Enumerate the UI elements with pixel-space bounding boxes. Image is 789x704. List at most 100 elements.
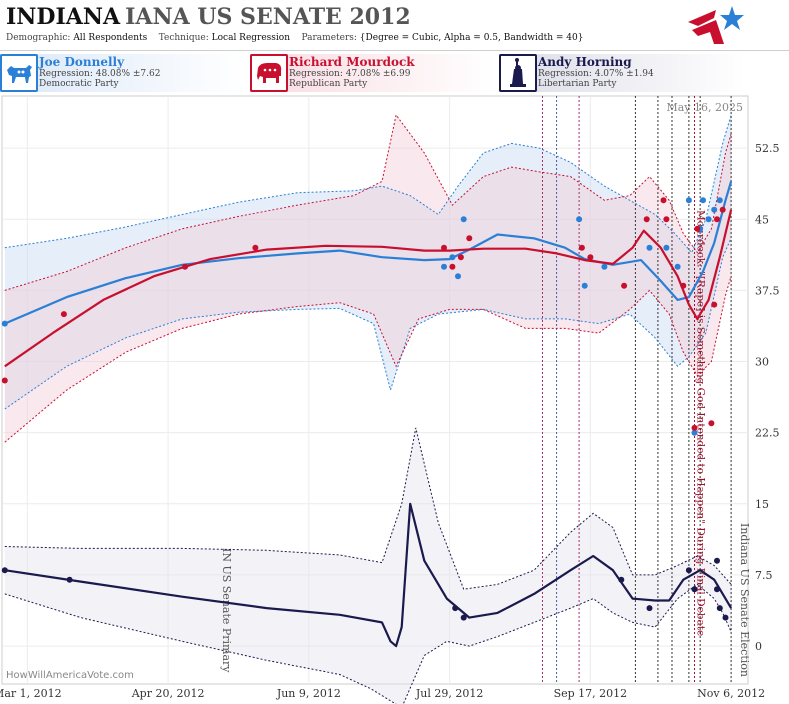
x-tick-label: Jun 9, 2012 xyxy=(276,687,341,700)
date-stamp: May 16, 2025 xyxy=(666,101,743,114)
y-tick-label: 52.5 xyxy=(755,142,780,155)
x-tick-label: Mar 1, 2012 xyxy=(0,687,62,700)
candidate-regression: Regression: 47.08% ±6.99 xyxy=(289,69,411,79)
poll-point xyxy=(1,320,8,327)
y-tick-label: 37.5 xyxy=(755,284,780,297)
poll-point xyxy=(711,301,718,308)
poll-point xyxy=(460,216,467,223)
candidate-regression: Regression: 4.07% ±1.94 xyxy=(538,69,654,79)
header-divider xyxy=(0,50,789,51)
poll-point xyxy=(685,567,692,574)
y-tick-label: 30 xyxy=(755,356,769,369)
poll-point xyxy=(719,206,726,213)
poll-point xyxy=(646,605,653,612)
demographic-label: Demographic: xyxy=(6,33,71,43)
candidate-party: Republican Party xyxy=(289,79,368,89)
series-lower-bound-0 xyxy=(4,238,732,410)
site-credit: HowWillAmericaVote.com xyxy=(6,670,134,681)
poll-point xyxy=(660,197,667,204)
poll-point xyxy=(460,614,467,621)
poll-point xyxy=(694,225,701,232)
poll-point xyxy=(452,605,459,612)
confidence-band-2 xyxy=(4,427,732,704)
poll-point xyxy=(711,206,718,213)
poll-point xyxy=(441,263,447,270)
series-upper-bound-1 xyxy=(4,113,732,291)
x-tick-label: Apr 20, 2012 xyxy=(131,687,205,700)
poll-point xyxy=(1,567,8,574)
technique-label: Technique: xyxy=(158,33,209,43)
poll-point xyxy=(587,254,594,261)
series-line-0 xyxy=(4,181,733,325)
race-title: IANA US SENATE 2012 xyxy=(125,4,411,30)
poll-point xyxy=(182,263,188,270)
x-tick-label: Nov 6, 2012 xyxy=(697,687,765,700)
poll-point xyxy=(449,263,456,270)
poll-point xyxy=(708,420,715,427)
poll-point xyxy=(691,424,698,431)
poll-point xyxy=(685,197,692,204)
poll-point xyxy=(578,244,585,251)
poll-point xyxy=(714,216,720,223)
poll-point xyxy=(466,235,473,242)
y-tick-label: 15 xyxy=(755,498,769,511)
poll-point xyxy=(1,377,8,384)
series-lower-bound-2 xyxy=(4,583,732,704)
poll-point xyxy=(705,216,712,223)
poll-point xyxy=(252,244,259,251)
x-tick-label: Jul 29, 2012 xyxy=(415,687,484,700)
statue-of-liberty-icon xyxy=(499,54,537,92)
poll-point xyxy=(646,244,653,251)
poll-point xyxy=(457,254,464,261)
poll-point xyxy=(66,576,73,583)
poll-point xyxy=(581,282,588,289)
poll-point xyxy=(576,216,583,223)
candidate-party: Libertarian Party xyxy=(538,79,617,89)
poll-point xyxy=(449,254,456,261)
poll-point xyxy=(716,197,723,204)
candidate-regression: Regression: 48.08% ±7.62 xyxy=(39,69,161,79)
parameters-line: Demographic: All Respondents Technique: … xyxy=(6,33,583,43)
poll-point xyxy=(691,429,698,436)
candidate-name: Andy Horning xyxy=(538,55,632,69)
poll-point xyxy=(601,263,608,270)
poll-point xyxy=(714,586,720,593)
poll-point xyxy=(674,263,681,270)
technique-value: Local Regression xyxy=(211,33,291,43)
candidate-card-donnelly: Joe Donnelly Regression: 48.08% ±7.62 De… xyxy=(0,54,245,92)
confidence-band-0 xyxy=(4,115,732,409)
poll-point xyxy=(60,311,67,318)
poll-point xyxy=(621,282,628,289)
y-tick-label: 0 xyxy=(755,640,762,653)
site-logo xyxy=(688,6,744,44)
poll-point xyxy=(722,614,729,621)
candidate-card-mourdock: Richard Mourdock Regression: 47.08% ±6.9… xyxy=(250,54,495,92)
event-annotation: Indiana US Senate Election xyxy=(738,523,751,677)
x-tick-label: Sep 17, 2012 xyxy=(554,687,628,700)
poll-point xyxy=(716,605,723,612)
series-line-2 xyxy=(4,502,733,648)
candidate-name: Richard Mourdock xyxy=(289,55,415,69)
event-annotation: IN US Senate Primary xyxy=(220,548,233,673)
poll-point xyxy=(455,273,461,280)
confidence-band-1 xyxy=(4,115,732,443)
poll-point xyxy=(441,244,447,251)
y-tick-label: 45 xyxy=(755,213,769,226)
candidate-card-horning: Andy Horning Regression: 4.07% ±1.94 Lib… xyxy=(499,54,745,92)
poll-point xyxy=(700,197,706,204)
poll-point xyxy=(663,244,670,251)
y-tick-label: 22.5 xyxy=(755,427,780,440)
chart-title: INDIANA IANA US SENATE 2012 xyxy=(6,4,411,34)
poll-point xyxy=(714,557,720,564)
poll-point xyxy=(691,586,698,593)
poll-point xyxy=(663,216,670,223)
candidate-party: Democratic Party xyxy=(39,79,119,89)
parameters-label: Parameters: xyxy=(301,33,357,43)
poll-point xyxy=(643,216,650,223)
poll-point xyxy=(680,282,687,289)
y-tick-label: 7.5 xyxy=(755,569,773,582)
demographic-value: All Respondents xyxy=(73,33,148,43)
series-line-1 xyxy=(4,209,733,368)
donkey-icon xyxy=(0,54,38,92)
